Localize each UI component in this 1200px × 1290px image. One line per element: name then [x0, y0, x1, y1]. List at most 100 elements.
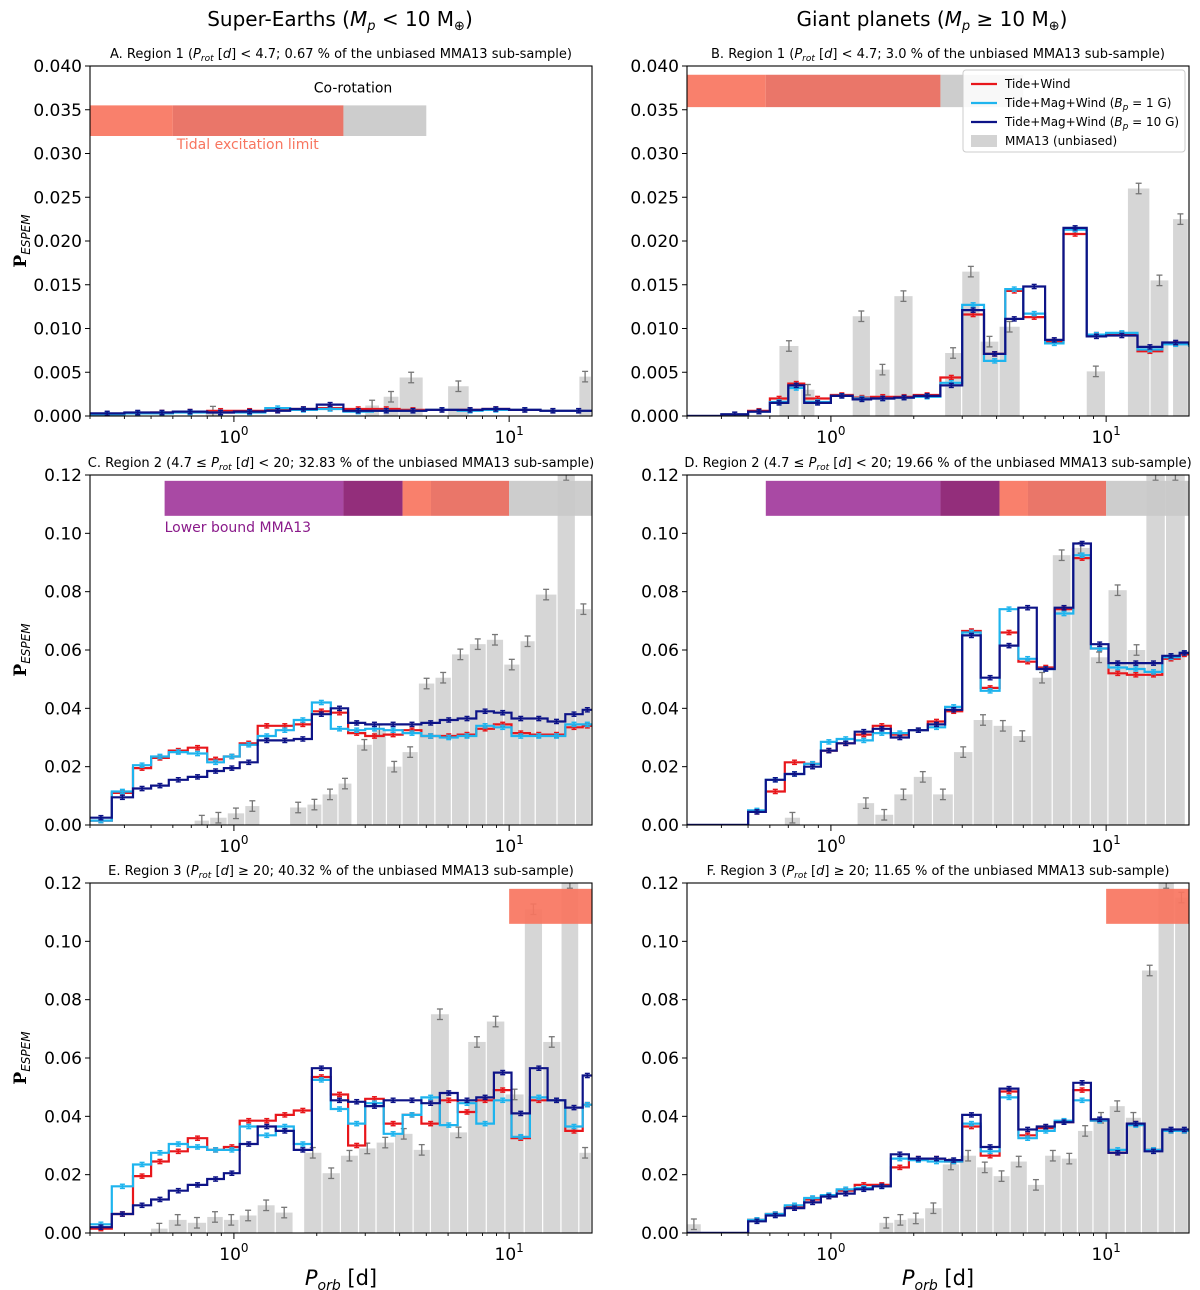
hist-errorbar: [543, 588, 550, 601]
hist-errorbar: [986, 335, 993, 348]
series-errorbar: [464, 733, 470, 739]
series-errorbar: [915, 1155, 921, 1162]
series-errorbar: [518, 715, 524, 722]
hist-bar: [1032, 677, 1052, 825]
series-errorbar: [464, 715, 470, 722]
series-errorbar: [264, 737, 270, 744]
plot-area: [687, 475, 1189, 825]
legend-swatch: [971, 135, 997, 147]
series-errorbar: [446, 717, 452, 723]
series-errorbar: [772, 788, 778, 795]
series-errorbar: [1025, 604, 1031, 611]
panel-title: B. Region 1 (Prot [d] < 4.7; 3.0 % of th…: [711, 47, 1165, 64]
hist-bar: [942, 1164, 960, 1233]
series-errorbar: [1025, 1126, 1031, 1133]
hist-errorbar: [388, 390, 395, 403]
panel-c: Lower bound MMA13 0.00 0.02 0.04 0.06 0.08 0.1…: [11, 456, 594, 857]
y-tick-label: 0.08: [641, 991, 679, 1011]
series-errorbar: [880, 395, 886, 402]
hist-bar: [399, 377, 423, 416]
series-errorbar: [482, 1120, 488, 1127]
annotation-label: Tidal excitation limit: [176, 137, 319, 153]
hist-bar: [448, 386, 469, 416]
region-band: [1106, 480, 1189, 516]
series-errorbar: [371, 733, 377, 739]
series-errorbar: [482, 708, 488, 715]
series-errorbar: [810, 1199, 816, 1206]
plot-area: [687, 74, 1189, 416]
series-errorbar: [987, 688, 993, 694]
y-axis-label: PESPEM: [11, 214, 33, 268]
series-errorbar: [229, 753, 235, 760]
panel-d: 0.00 0.02 0.04 0.06 0.08 0.10 0.12 100 101 D. Reg…: [641, 456, 1192, 857]
panel-title: F. Region 3 (Prot [d] ≥ 20; 11.65 % of t…: [707, 864, 1170, 881]
hist-bar: [894, 1219, 907, 1233]
series-errorbar: [826, 739, 832, 745]
y-tick-label: 0.010: [630, 320, 679, 340]
region-band: [999, 480, 1028, 516]
hist-bar: [469, 644, 486, 825]
series-errorbar: [571, 1123, 577, 1130]
series-errorbar: [536, 715, 542, 722]
series-errorbar: [536, 733, 542, 739]
hist-errorbar: [789, 811, 796, 824]
series-errorbar: [264, 1132, 270, 1139]
series-errorbar: [924, 393, 930, 399]
series-errorbar: [354, 1098, 360, 1105]
series-errorbar: [464, 1097, 470, 1104]
hist-bar: [960, 1155, 976, 1233]
series-tide-mag-wind-b-p-10-g-: [90, 1065, 592, 1230]
series-errorbar: [901, 394, 907, 401]
y-tick-label: 0.08: [641, 583, 679, 603]
hist-errorbar: [341, 777, 348, 790]
hist-bar: [1071, 547, 1090, 825]
hist-errorbar: [919, 770, 926, 783]
hist-errorbar: [1114, 584, 1121, 597]
hist-errorbar: [1032, 1178, 1039, 1191]
hist-bar: [338, 783, 352, 825]
hist-errorbar: [295, 801, 302, 814]
series-errorbar: [1079, 1087, 1085, 1093]
x-tick-label: 100: [219, 1241, 248, 1265]
series-errorbar: [300, 736, 306, 742]
plot-area: [90, 883, 592, 1233]
series-errorbar: [264, 1117, 270, 1124]
series-errorbar: [839, 393, 845, 399]
hist-errorbar: [999, 719, 1006, 732]
series-errorbar: [336, 725, 342, 732]
panel-title: A. Region 1 (Prot [d] < 4.7; 0.67 % of t…: [110, 47, 572, 64]
series-errorbar: [861, 728, 867, 735]
series-errorbar: [300, 717, 306, 723]
legend-label: Tide+Mag+Wind (Bp = 1 G): [1004, 96, 1171, 113]
y-tick-label: 0.08: [44, 583, 82, 603]
annotation-label: Lower bound MMA13: [165, 520, 311, 536]
series-errorbar: [571, 711, 577, 717]
series-tide-mag-wind-b-p-10-g-: [90, 705, 592, 821]
hist-bar: [1045, 1155, 1061, 1233]
hist-bar: [579, 1152, 591, 1233]
hist-bar: [1093, 1117, 1109, 1233]
series-errorbar: [98, 814, 104, 821]
series-errorbar: [139, 762, 145, 769]
hist-errorbar: [1082, 1125, 1089, 1137]
series-errorbar: [213, 759, 219, 766]
hist-errorbar: [1019, 730, 1026, 742]
hist-bar: [1146, 475, 1165, 825]
series-errorbar: [1079, 552, 1085, 559]
hist-bar: [973, 720, 993, 825]
y-tick-label: 0.010: [33, 320, 82, 340]
series-errorbar: [139, 785, 145, 792]
hist-bar: [239, 1215, 257, 1233]
hist-bar: [486, 1021, 505, 1233]
hist-errorbar: [1163, 883, 1170, 889]
hist-errorbar: [346, 1149, 353, 1162]
y-tick-label: 0.04: [44, 699, 82, 719]
hist-errorbar: [1114, 1100, 1121, 1113]
hist-errorbar: [580, 603, 587, 616]
hist-errorbar: [473, 1036, 480, 1048]
series-errorbar: [553, 1097, 559, 1104]
region-band: [343, 105, 427, 136]
y-tick-label: 0.04: [641, 1107, 679, 1127]
series-errorbar: [318, 1077, 324, 1083]
series-errorbar: [467, 407, 473, 413]
